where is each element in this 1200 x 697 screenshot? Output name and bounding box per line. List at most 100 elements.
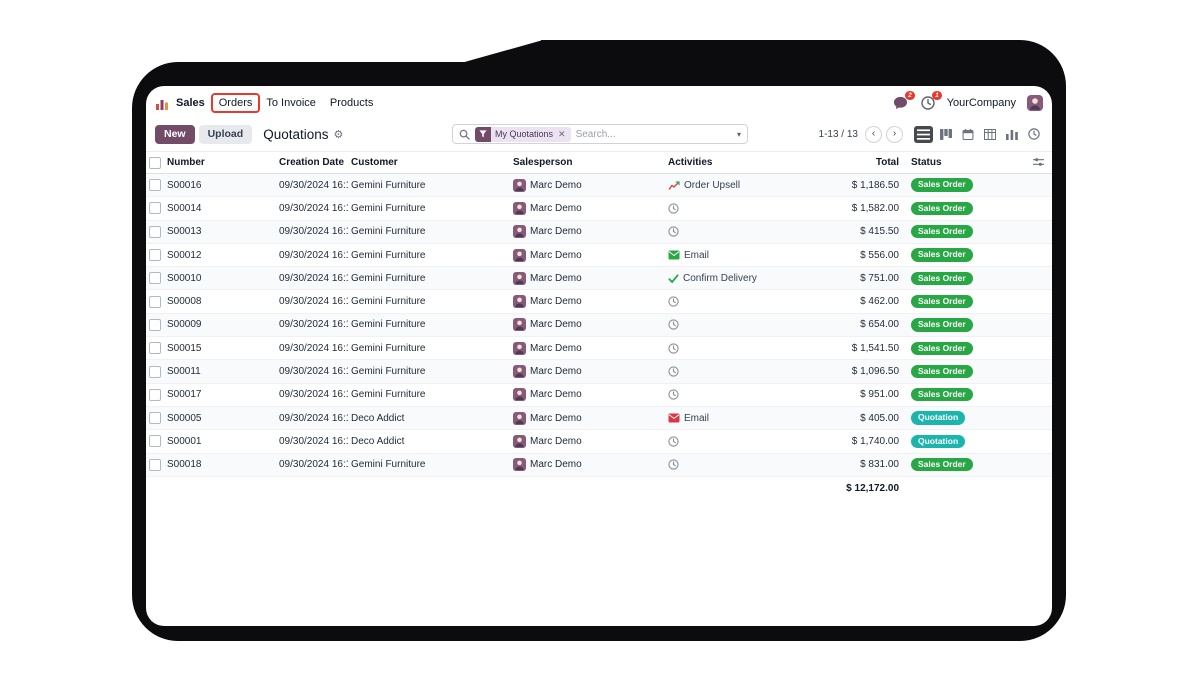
table-row[interactable]: S00015 09/30/2024 16:11:36 Gemini Furnit…: [146, 337, 1052, 361]
activity-label: Order Upsell: [684, 179, 741, 191]
cell-creation-date: 09/30/2024 16:11:36: [279, 435, 348, 447]
column-header-activities[interactable]: Activities: [668, 157, 713, 168]
clock-activity-icon[interactable]: [668, 389, 679, 400]
cell-number: S00014: [167, 202, 202, 214]
salesperson-avatar-icon: [513, 411, 526, 425]
cell-salesperson: Marc Demo: [530, 249, 582, 261]
facet-remove-icon[interactable]: ✕: [557, 126, 571, 142]
row-checkbox[interactable]: [149, 225, 161, 238]
adjust-columns-icon[interactable]: [1033, 157, 1044, 167]
clock-activity-icon[interactable]: [668, 366, 679, 377]
status-badge: Sales Order: [911, 364, 973, 379]
salesperson-avatar-icon: [513, 271, 526, 285]
salesperson-avatar-icon: [513, 365, 526, 379]
upload-button[interactable]: Upload: [198, 124, 253, 144]
top-navbar: Sales Orders To Invoice Products 2 1 You…: [146, 86, 1052, 120]
table-row[interactable]: S00013 09/30/2024 16:11:36 Gemini Furnit…: [146, 220, 1052, 244]
row-checkbox[interactable]: [149, 179, 161, 192]
upsell-activity-icon[interactable]: [668, 180, 680, 191]
column-header-creation-date[interactable]: Creation Date: [279, 157, 345, 168]
messages-icon[interactable]: 2: [893, 91, 915, 111]
cell-total: $ 1,740.00: [851, 435, 899, 447]
cell-customer: Deco Addict: [351, 412, 405, 424]
table-row[interactable]: S00010 09/30/2024 16:11:36 Gemini Furnit…: [146, 267, 1052, 291]
clock-activity-icon[interactable]: [668, 319, 679, 331]
row-checkbox[interactable]: [149, 202, 161, 215]
activity-view-icon[interactable]: [1024, 126, 1043, 143]
view-settings-gear-icon[interactable]: ⚙: [333, 128, 344, 141]
column-header-number[interactable]: Number: [167, 157, 205, 168]
clock-activity-icon[interactable]: [668, 459, 679, 470]
search-dropdown-icon[interactable]: ▾: [736, 129, 741, 139]
table-row[interactable]: S00017 09/30/2024 16:11:36 Gemini Furnit…: [146, 384, 1052, 407]
table-row[interactable]: S00012 09/30/2024 16:11:36 Gemini Furnit…: [146, 244, 1052, 268]
user-avatar[interactable]: [1027, 95, 1043, 111]
pager-prev-button[interactable]: ‹: [865, 125, 882, 143]
menu-to-invoice[interactable]: To Invoice: [266, 97, 316, 109]
company-name[interactable]: YourCompany: [946, 97, 1016, 109]
clock-activity-icon[interactable]: [668, 226, 679, 237]
row-checkbox[interactable]: [149, 458, 161, 471]
column-header-customer[interactable]: Customer: [351, 157, 398, 168]
cell-creation-date: 09/30/2024 16:11:36: [279, 272, 348, 284]
menu-products[interactable]: Products: [329, 97, 374, 109]
view-switcher: [914, 125, 1043, 143]
clock-activity-icon[interactable]: [668, 296, 679, 307]
cell-customer: Gemini Furniture: [351, 296, 426, 308]
cell-customer: Gemini Furniture: [351, 272, 426, 284]
table-row[interactable]: S00011 09/30/2024 16:11:36 Gemini Furnit…: [146, 360, 1052, 384]
row-checkbox[interactable]: [149, 295, 161, 308]
row-checkbox[interactable]: [149, 412, 161, 425]
cell-creation-date: 09/30/2024 16:11:36: [279, 226, 348, 238]
cell-total: $ 415.50: [860, 226, 899, 238]
cell-creation-date: 09/30/2024 16:11:36: [279, 459, 348, 471]
activities-icon[interactable]: 1: [920, 91, 942, 111]
menu-orders[interactable]: Orders: [210, 93, 261, 113]
new-button[interactable]: New: [155, 124, 195, 144]
email-green-activity-icon[interactable]: [668, 250, 680, 260]
email-red-activity-icon[interactable]: [668, 413, 680, 423]
table-body: S00016 09/30/2024 16:11:36 Gemini Furnit…: [146, 174, 1052, 477]
row-checkbox[interactable]: [149, 318, 161, 331]
cell-salesperson: Marc Demo: [530, 179, 582, 191]
graph-view-icon[interactable]: [1002, 126, 1021, 143]
clock-activity-icon[interactable]: [668, 343, 679, 354]
clock-activity-icon[interactable]: [668, 203, 679, 214]
cell-salesperson: Marc Demo: [530, 412, 582, 424]
pivot-view-icon[interactable]: [980, 126, 999, 143]
kanban-view-icon[interactable]: [936, 126, 955, 143]
column-header-status[interactable]: Status: [911, 157, 942, 168]
row-checkbox[interactable]: [149, 365, 161, 378]
table-row[interactable]: S00018 09/30/2024 16:11:36 Gemini Furnit…: [146, 453, 1052, 477]
select-all-checkbox[interactable]: [149, 156, 161, 169]
row-checkbox[interactable]: [149, 342, 161, 355]
activity-label: Email: [684, 249, 710, 261]
search-icon: [459, 129, 470, 140]
row-checkbox[interactable]: [149, 435, 161, 448]
table-row[interactable]: S00001 09/30/2024 16:11:36 Deco Addict M…: [146, 430, 1052, 454]
pager-next-button[interactable]: ›: [886, 125, 903, 143]
nav-menus: Sales Orders To Invoice Products: [155, 93, 380, 113]
clock-activity-icon[interactable]: [668, 436, 679, 447]
row-checkbox[interactable]: [149, 249, 161, 262]
cell-number: S00001: [167, 435, 202, 447]
table-row[interactable]: S00008 09/30/2024 16:11:36 Gemini Furnit…: [146, 290, 1052, 314]
column-header-total[interactable]: Total: [875, 157, 899, 168]
row-checkbox[interactable]: [149, 388, 161, 401]
calendar-view-icon[interactable]: [958, 126, 977, 143]
check-activity-icon[interactable]: [668, 273, 679, 284]
salesperson-avatar-icon: [513, 201, 526, 215]
column-header-salesperson[interactable]: Salesperson: [513, 157, 573, 168]
table-row[interactable]: S00014 09/30/2024 16:11:36 Gemini Furnit…: [146, 197, 1052, 221]
table-row[interactable]: S00016 09/30/2024 16:11:36 Gemini Furnit…: [146, 174, 1052, 198]
list-view-icon[interactable]: [914, 125, 933, 143]
apps-menu-icon[interactable]: [155, 96, 170, 111]
table-row[interactable]: S00005 09/30/2024 16:11:36 Deco Addict M…: [146, 406, 1052, 431]
cell-number: S00009: [167, 319, 202, 331]
table-row[interactable]: S00009 09/30/2024 16:11:36 Gemini Furnit…: [146, 313, 1052, 338]
salesperson-avatar-icon: [513, 318, 526, 332]
cell-customer: Gemini Furniture: [351, 319, 426, 331]
search-bar[interactable]: My Quotations ✕ Search... ▾: [452, 124, 748, 144]
row-checkbox[interactable]: [149, 272, 161, 285]
menu-sales[interactable]: Sales: [176, 97, 205, 109]
